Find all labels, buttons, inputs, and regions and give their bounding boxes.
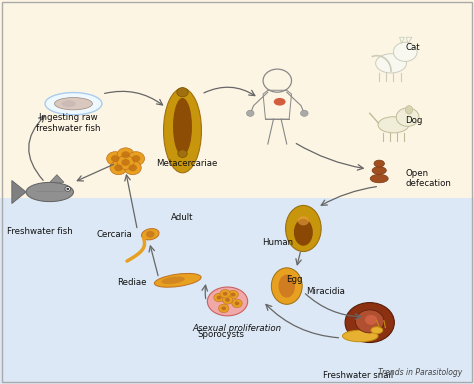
Ellipse shape: [273, 98, 285, 106]
Circle shape: [66, 188, 69, 190]
Circle shape: [220, 290, 230, 298]
Circle shape: [107, 152, 124, 166]
Ellipse shape: [405, 106, 412, 114]
Text: Miracidia: Miracidia: [306, 287, 345, 296]
Circle shape: [231, 293, 236, 296]
Circle shape: [301, 110, 308, 116]
Circle shape: [393, 42, 417, 61]
Circle shape: [221, 306, 226, 310]
Ellipse shape: [45, 93, 102, 115]
Ellipse shape: [155, 273, 201, 287]
Text: Human: Human: [262, 238, 293, 247]
Circle shape: [223, 292, 228, 296]
Text: Dog: Dog: [405, 116, 423, 126]
Circle shape: [345, 303, 394, 343]
Ellipse shape: [378, 117, 409, 133]
Circle shape: [124, 161, 141, 175]
Ellipse shape: [370, 174, 388, 183]
Circle shape: [219, 304, 229, 313]
Text: Freshwater fish: Freshwater fish: [8, 227, 73, 235]
Circle shape: [121, 151, 130, 158]
Text: Asexual proliferation: Asexual proliferation: [192, 324, 282, 333]
Ellipse shape: [161, 276, 185, 284]
Ellipse shape: [26, 182, 73, 202]
Text: Ingesting raw
freshwater fish: Ingesting raw freshwater fish: [36, 113, 101, 133]
Ellipse shape: [375, 54, 406, 73]
Circle shape: [228, 290, 238, 299]
Circle shape: [356, 310, 384, 333]
Circle shape: [217, 296, 221, 300]
Ellipse shape: [374, 160, 384, 167]
Circle shape: [225, 298, 230, 302]
Ellipse shape: [285, 205, 321, 252]
Circle shape: [222, 296, 233, 304]
Circle shape: [365, 315, 377, 325]
Circle shape: [111, 155, 119, 162]
Circle shape: [110, 161, 127, 175]
Polygon shape: [12, 180, 26, 204]
Circle shape: [117, 148, 134, 162]
Circle shape: [132, 155, 140, 162]
Ellipse shape: [271, 268, 302, 304]
Ellipse shape: [372, 167, 386, 174]
Ellipse shape: [164, 88, 201, 173]
Text: Sporocysts: Sporocysts: [197, 330, 244, 339]
Circle shape: [146, 231, 155, 238]
Circle shape: [177, 88, 188, 97]
Ellipse shape: [278, 275, 295, 298]
Ellipse shape: [342, 330, 378, 342]
Ellipse shape: [207, 287, 247, 316]
Circle shape: [121, 159, 130, 166]
Circle shape: [232, 299, 242, 308]
Ellipse shape: [55, 98, 92, 110]
Bar: [0, 198, 474, 384]
Circle shape: [128, 164, 137, 171]
Text: Cat: Cat: [405, 43, 420, 53]
Circle shape: [298, 216, 309, 225]
Ellipse shape: [62, 100, 76, 107]
Circle shape: [396, 108, 419, 126]
Ellipse shape: [371, 327, 383, 334]
Circle shape: [214, 293, 224, 302]
Ellipse shape: [294, 219, 313, 246]
Circle shape: [235, 301, 239, 305]
Circle shape: [178, 150, 187, 157]
Circle shape: [128, 152, 145, 166]
Circle shape: [117, 156, 134, 169]
Text: Trends in Parasitology: Trends in Parasitology: [378, 368, 462, 377]
Text: Open
defecation: Open defecation: [405, 169, 451, 188]
Polygon shape: [406, 37, 412, 43]
Bar: [0, 0, 474, 200]
Text: Rediae: Rediae: [118, 278, 147, 287]
Polygon shape: [50, 175, 64, 182]
Ellipse shape: [142, 228, 159, 240]
Text: Freshwater snail: Freshwater snail: [323, 371, 393, 379]
Text: Egg: Egg: [286, 275, 302, 283]
Circle shape: [114, 164, 123, 171]
Text: Metacercariae: Metacercariae: [156, 159, 218, 168]
Text: Adult: Adult: [171, 213, 194, 222]
Text: Cercaria: Cercaria: [97, 230, 133, 239]
Ellipse shape: [173, 98, 192, 156]
Circle shape: [65, 187, 71, 191]
Circle shape: [246, 110, 254, 116]
Polygon shape: [400, 37, 404, 43]
